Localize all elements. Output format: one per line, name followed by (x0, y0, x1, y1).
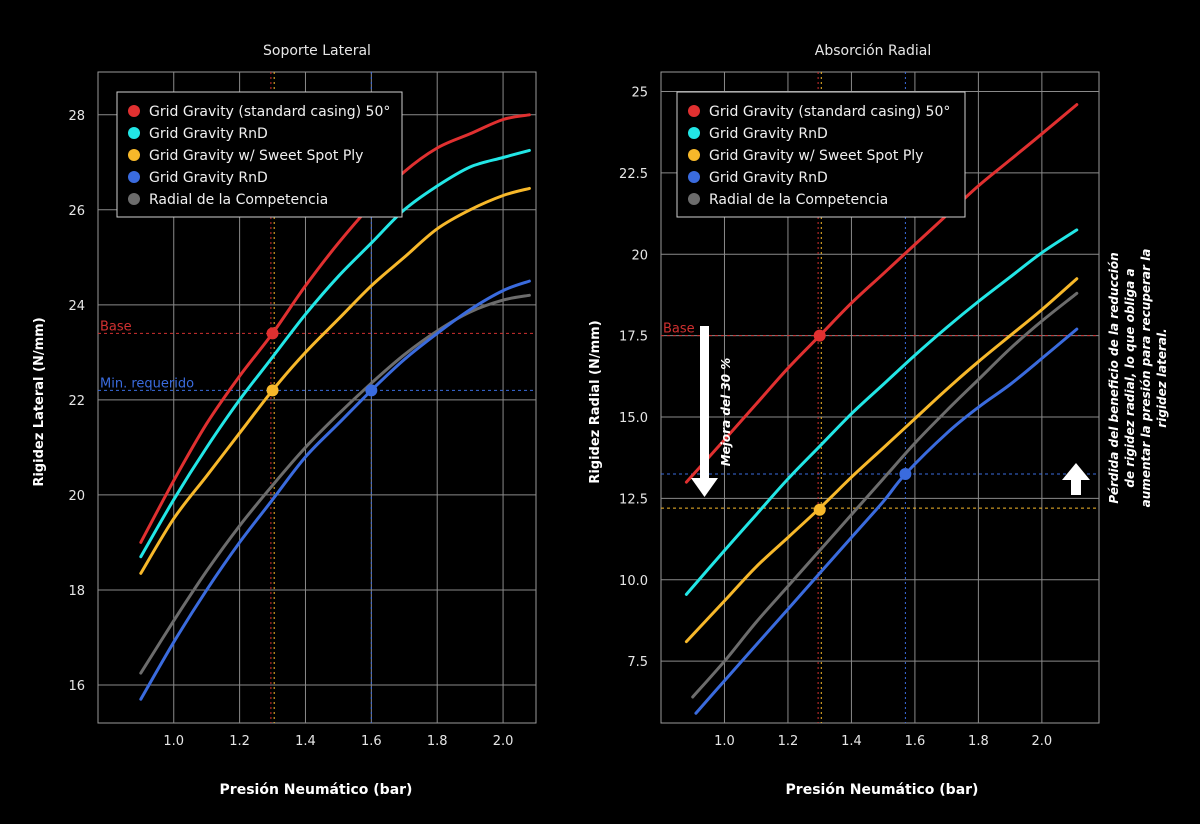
data-point-marker (267, 327, 279, 339)
data-point-marker (814, 504, 826, 516)
x-tick-label: 2.0 (1032, 734, 1053, 749)
legend: Grid Gravity (standard casing) 50° Grid G… (677, 92, 965, 217)
side-note-line: Pérdida del beneficio de la reducción (1107, 252, 1121, 503)
x-tick-label: 1.6 (905, 734, 926, 749)
x-tick-label: 1.8 (427, 734, 448, 749)
x-tick-label: 1.2 (229, 734, 250, 749)
y-tick-label: 26 (68, 204, 85, 219)
side-note-line: aumentar la presión para recuperar la (1139, 249, 1153, 508)
legend-entry-label: Grid Gravity (standard casing) 50° (709, 104, 950, 120)
y-tick-label: 18 (68, 584, 85, 599)
chart-canvas: Soporte Lateral Base Min. requerido 1.0 1.… (0, 0, 1200, 824)
legend-swatch (688, 149, 700, 161)
data-point-marker (814, 330, 826, 342)
legend-swatch (688, 127, 700, 139)
x-tick-label: 1.6 (361, 734, 382, 749)
legend-entry-label: Grid Gravity w/ Sweet Spot Ply (709, 148, 923, 164)
legend-swatch (128, 105, 140, 117)
x-tick-label: 1.4 (841, 734, 862, 749)
chart-title: Soporte Lateral (263, 43, 371, 59)
improvement-label: Mejora del 30 % (719, 358, 733, 467)
chart-title: Absorción Radial (815, 43, 932, 59)
legend-swatch (128, 171, 140, 183)
x-axis-label: Presión Neumático (bar) (220, 782, 413, 798)
x-tick-label: 2.0 (493, 734, 514, 749)
y-tick-label: 22.5 (619, 167, 648, 182)
data-point-marker (899, 468, 911, 480)
y-tick-label: 20 (631, 248, 648, 263)
legend-entry-label: Grid Gravity RnD (709, 126, 828, 142)
side-arrow-shaft (1071, 480, 1081, 495)
y-tick-label: 7.5 (627, 655, 648, 670)
y-axis-label: Rigidez Lateral (N/mm) (32, 317, 47, 486)
legend-entry-label: Grid Gravity RnD (709, 170, 828, 186)
legend-entry-label: Grid Gravity (standard casing) 50° (149, 104, 390, 120)
x-tick-label: 1.8 (968, 734, 989, 749)
legend-entry-label: Radial de la Competencia (149, 192, 328, 208)
improvement-arrow-shaft (700, 326, 709, 478)
legend-swatch (128, 149, 140, 161)
reference-line-label: Min. requerido (100, 376, 194, 391)
legend-entry-label: Grid Gravity RnD (149, 126, 268, 142)
y-tick-label: 25 (631, 86, 648, 101)
legend-swatch (688, 105, 700, 117)
x-tick-label: 1.2 (778, 734, 799, 749)
x-tick-label: 1.0 (163, 734, 184, 749)
side-note-line: rigidez lateral. (1155, 328, 1169, 427)
data-point-marker (365, 384, 377, 396)
y-tick-label: 24 (68, 299, 85, 314)
y-tick-label: 20 (68, 489, 85, 504)
y-axis-label: Rigidez Radial (N/mm) (588, 320, 603, 483)
y-tick-label: 15.0 (619, 411, 648, 426)
legend-swatch (688, 171, 700, 183)
legend-swatch (128, 127, 140, 139)
data-point-marker (267, 384, 279, 396)
reference-line-label: Base (100, 319, 132, 334)
legend: Grid Gravity (standard casing) 50° Grid G… (117, 92, 402, 217)
y-tick-label: 10.0 (619, 574, 648, 589)
legend-entry-label: Grid Gravity w/ Sweet Spot Ply (149, 148, 363, 164)
legend-entry-label: Radial de la Competencia (709, 192, 888, 208)
legend-swatch (688, 193, 700, 205)
reference-line-label: Base (663, 322, 695, 337)
x-tick-label: 1.0 (714, 734, 735, 749)
y-tick-label: 22 (68, 394, 85, 409)
y-tick-label: 16 (68, 679, 85, 694)
x-axis-label: Presión Neumático (bar) (786, 782, 979, 798)
y-tick-label: 17.5 (619, 330, 648, 345)
legend-swatch (128, 193, 140, 205)
x-tick-label: 1.4 (295, 734, 316, 749)
legend-entry-label: Grid Gravity RnD (149, 170, 268, 186)
y-tick-label: 28 (68, 109, 85, 124)
y-tick-label: 12.5 (619, 492, 648, 507)
side-note-line: de rigidez radial, lo que obliga a (1123, 268, 1137, 487)
